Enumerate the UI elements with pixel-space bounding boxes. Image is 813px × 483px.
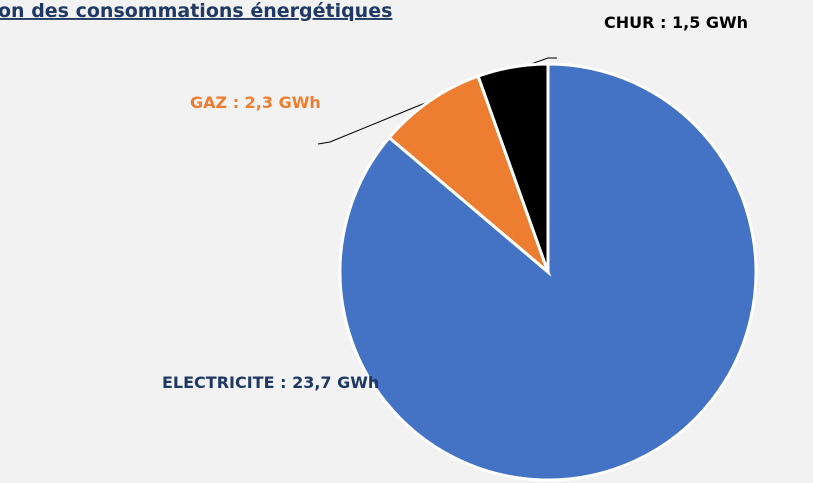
pie-slice	[338, 62, 758, 482]
data-label: ELECTRICITE : 23,7 GWh	[162, 373, 379, 392]
pie-slice	[387, 74, 552, 277]
pie-slice	[476, 62, 550, 273]
chart-title: on des consommations énergétiques	[0, 0, 392, 22]
data-label: GAZ : 2,3 GWh	[190, 93, 321, 112]
leader-line	[317, 100, 431, 145]
data-label: CHUR : 1,5 GWh	[604, 13, 748, 32]
pie	[338, 62, 758, 482]
